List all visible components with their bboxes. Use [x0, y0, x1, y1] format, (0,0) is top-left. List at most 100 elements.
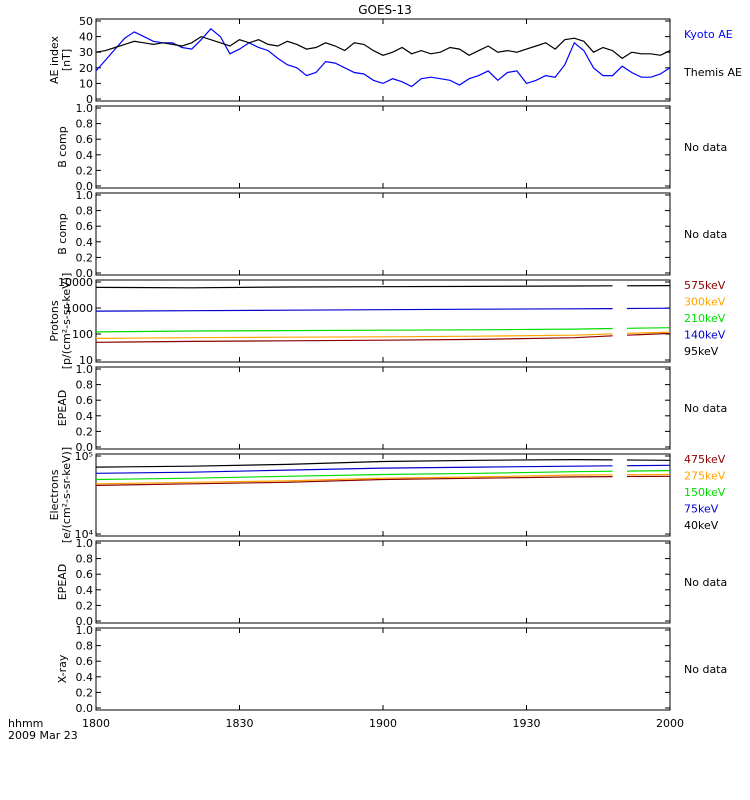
- y-axis-label: B comp: [56, 126, 69, 168]
- legend-entry: 95keV: [684, 345, 719, 358]
- y-tick-label: 10: [79, 77, 93, 90]
- series-line-140kev: [95, 308, 613, 312]
- y-tick-label: 0.4: [76, 584, 94, 597]
- y-tick-label: 10⁵: [75, 450, 93, 463]
- series-line-40kev: [95, 458, 613, 468]
- series-line-75kev: [95, 465, 613, 474]
- x-tick-label: 1800: [82, 717, 110, 730]
- y-tick-label: 0.4: [76, 671, 94, 684]
- figure-title: GOES-13: [358, 3, 412, 17]
- y-axis-label: Electrons: [48, 469, 61, 520]
- y-axis-label-units: [e/(cm²-s-sr-keV)]: [60, 447, 73, 543]
- series-line-300kev: [626, 331, 671, 334]
- y-tick-label: 30: [79, 46, 93, 59]
- y-axis-label-units: [p/(cm²-s-sr-keV)]: [60, 273, 73, 370]
- panel-5: 0.0 0.2 0.4 0.6 0.8 1.0 EPEAD No data: [56, 363, 727, 454]
- y-axis-label: AE index: [48, 35, 61, 84]
- y-tick-label: 1.0: [76, 102, 94, 115]
- y-axis-label: EPEAD: [56, 390, 69, 427]
- x-tick-label: 1930: [513, 717, 541, 730]
- series-line-themis-ae: [95, 35, 671, 60]
- series-line-210kev: [626, 327, 671, 329]
- no-data-label: No data: [684, 402, 727, 415]
- panel-8: 0.0 0.2 0.4 0.6 0.8 1.0 X-ray No data: [56, 624, 727, 715]
- panel-frame: [95, 18, 671, 102]
- no-data-label: No data: [684, 663, 727, 676]
- time-label: hhmm: [8, 717, 43, 730]
- panel-1: 0 10 20 30 40 50 AE index [nT] Kyoto AE Themis AE: [48, 15, 742, 106]
- panel-frame: [95, 192, 671, 276]
- y-tick-label: 1.0: [76, 363, 94, 376]
- series-line-150kev: [95, 470, 613, 481]
- legend-entry: 40keV: [684, 519, 719, 532]
- y-tick-label: 0.6: [76, 394, 94, 407]
- y-tick-label: 10: [79, 354, 93, 367]
- panel-4: 10 100 1000 10000 Protons [p/(cm²-s-sr-keV)] 5…: [48, 273, 726, 370]
- y-tick-label: 0.2: [76, 425, 94, 438]
- y-tick-label: 0.0: [76, 441, 94, 454]
- panel-frame: [95, 105, 671, 189]
- y-axis-label: X-ray: [56, 654, 69, 683]
- legend-entry: 300keV: [684, 296, 726, 309]
- series-line-575kev: [626, 332, 671, 336]
- panel-6: 10⁴ 10⁵ Electrons [e/(cm²-s-sr-keV)] 475keV 2…: [48, 447, 726, 543]
- date-label: 2009 Mar 23: [8, 729, 78, 742]
- y-tick-label: 0.2: [76, 599, 94, 612]
- y-tick-label: 0.2: [76, 164, 94, 177]
- series-line-kyoto-ae: [95, 27, 671, 88]
- legend-entry: Themis AE: [683, 66, 742, 79]
- legend-entry: Kyoto AE: [684, 28, 733, 41]
- y-axis-label: Protons: [48, 300, 61, 341]
- x-axis: 1800 1830 1900 1930 2000: [82, 717, 684, 730]
- series-line-575kev: [95, 335, 613, 343]
- y-axis-label-units: [nT]: [60, 49, 73, 71]
- y-tick-label: 0.8: [76, 640, 94, 653]
- y-tick-label: 1.0: [76, 537, 94, 550]
- y-tick-label: 0.4: [76, 149, 94, 162]
- no-data-label: No data: [684, 141, 727, 154]
- y-tick-label: 0.6: [76, 220, 94, 233]
- y-tick-label: 0.4: [76, 410, 94, 423]
- y-tick-label: 100: [72, 328, 93, 341]
- y-tick-label: 0.8: [76, 553, 94, 566]
- series-line-150kev: [626, 470, 671, 472]
- y-axis-label: B comp: [56, 213, 69, 255]
- y-tick-label: 0.6: [76, 655, 94, 668]
- y-tick-label: 0.6: [76, 133, 94, 146]
- legend-entry: 275keV: [684, 470, 726, 483]
- y-tick-label: 10⁴: [75, 528, 94, 541]
- y-tick-label: 0.0: [76, 702, 94, 715]
- y-tick-label: 0.4: [76, 236, 94, 249]
- series-line-300kev: [95, 333, 613, 339]
- y-tick-label: 50: [79, 15, 93, 28]
- y-tick-label: 0.2: [76, 686, 94, 699]
- panel-frame: [95, 366, 671, 450]
- panel-2: 0.0 0.2 0.4 0.6 0.8 1.0 B comp No data: [56, 102, 727, 193]
- series-line-95kev: [95, 285, 613, 289]
- y-tick-label: 0.0: [76, 180, 94, 193]
- y-tick-label: 0.8: [76, 379, 94, 392]
- y-tick-label: 0.6: [76, 568, 94, 581]
- panel-3: 0.0 0.2 0.4 0.6 0.8 1.0 B comp No data: [56, 189, 727, 280]
- y-tick-label: 20: [79, 62, 93, 75]
- y-tick-label: 0.8: [76, 205, 94, 218]
- series-line-275kev: [95, 474, 613, 485]
- y-tick-label: 10000: [58, 276, 93, 289]
- panel-frame: [95, 540, 671, 624]
- series-line-475kev: [95, 476, 613, 486]
- y-tick-label: 0: [86, 93, 93, 106]
- panel-7: 0.0 0.2 0.4 0.6 0.8 1.0 EPEAD No data: [56, 537, 727, 628]
- legend-entry: 75keV: [684, 503, 719, 516]
- y-axis-label: EPEAD: [56, 564, 69, 601]
- y-tick-label: 40: [79, 31, 93, 44]
- series-line-210kev: [95, 327, 613, 333]
- legend-entry: 210keV: [684, 312, 726, 325]
- no-data-label: No data: [684, 576, 727, 589]
- x-tick-label: 1900: [369, 717, 397, 730]
- panel-frame: [95, 279, 671, 363]
- legend-entry: 575keV: [684, 279, 726, 292]
- x-tick-label: 1830: [226, 717, 254, 730]
- y-tick-label: 1000: [65, 302, 93, 315]
- y-tick-label: 1.0: [76, 624, 94, 637]
